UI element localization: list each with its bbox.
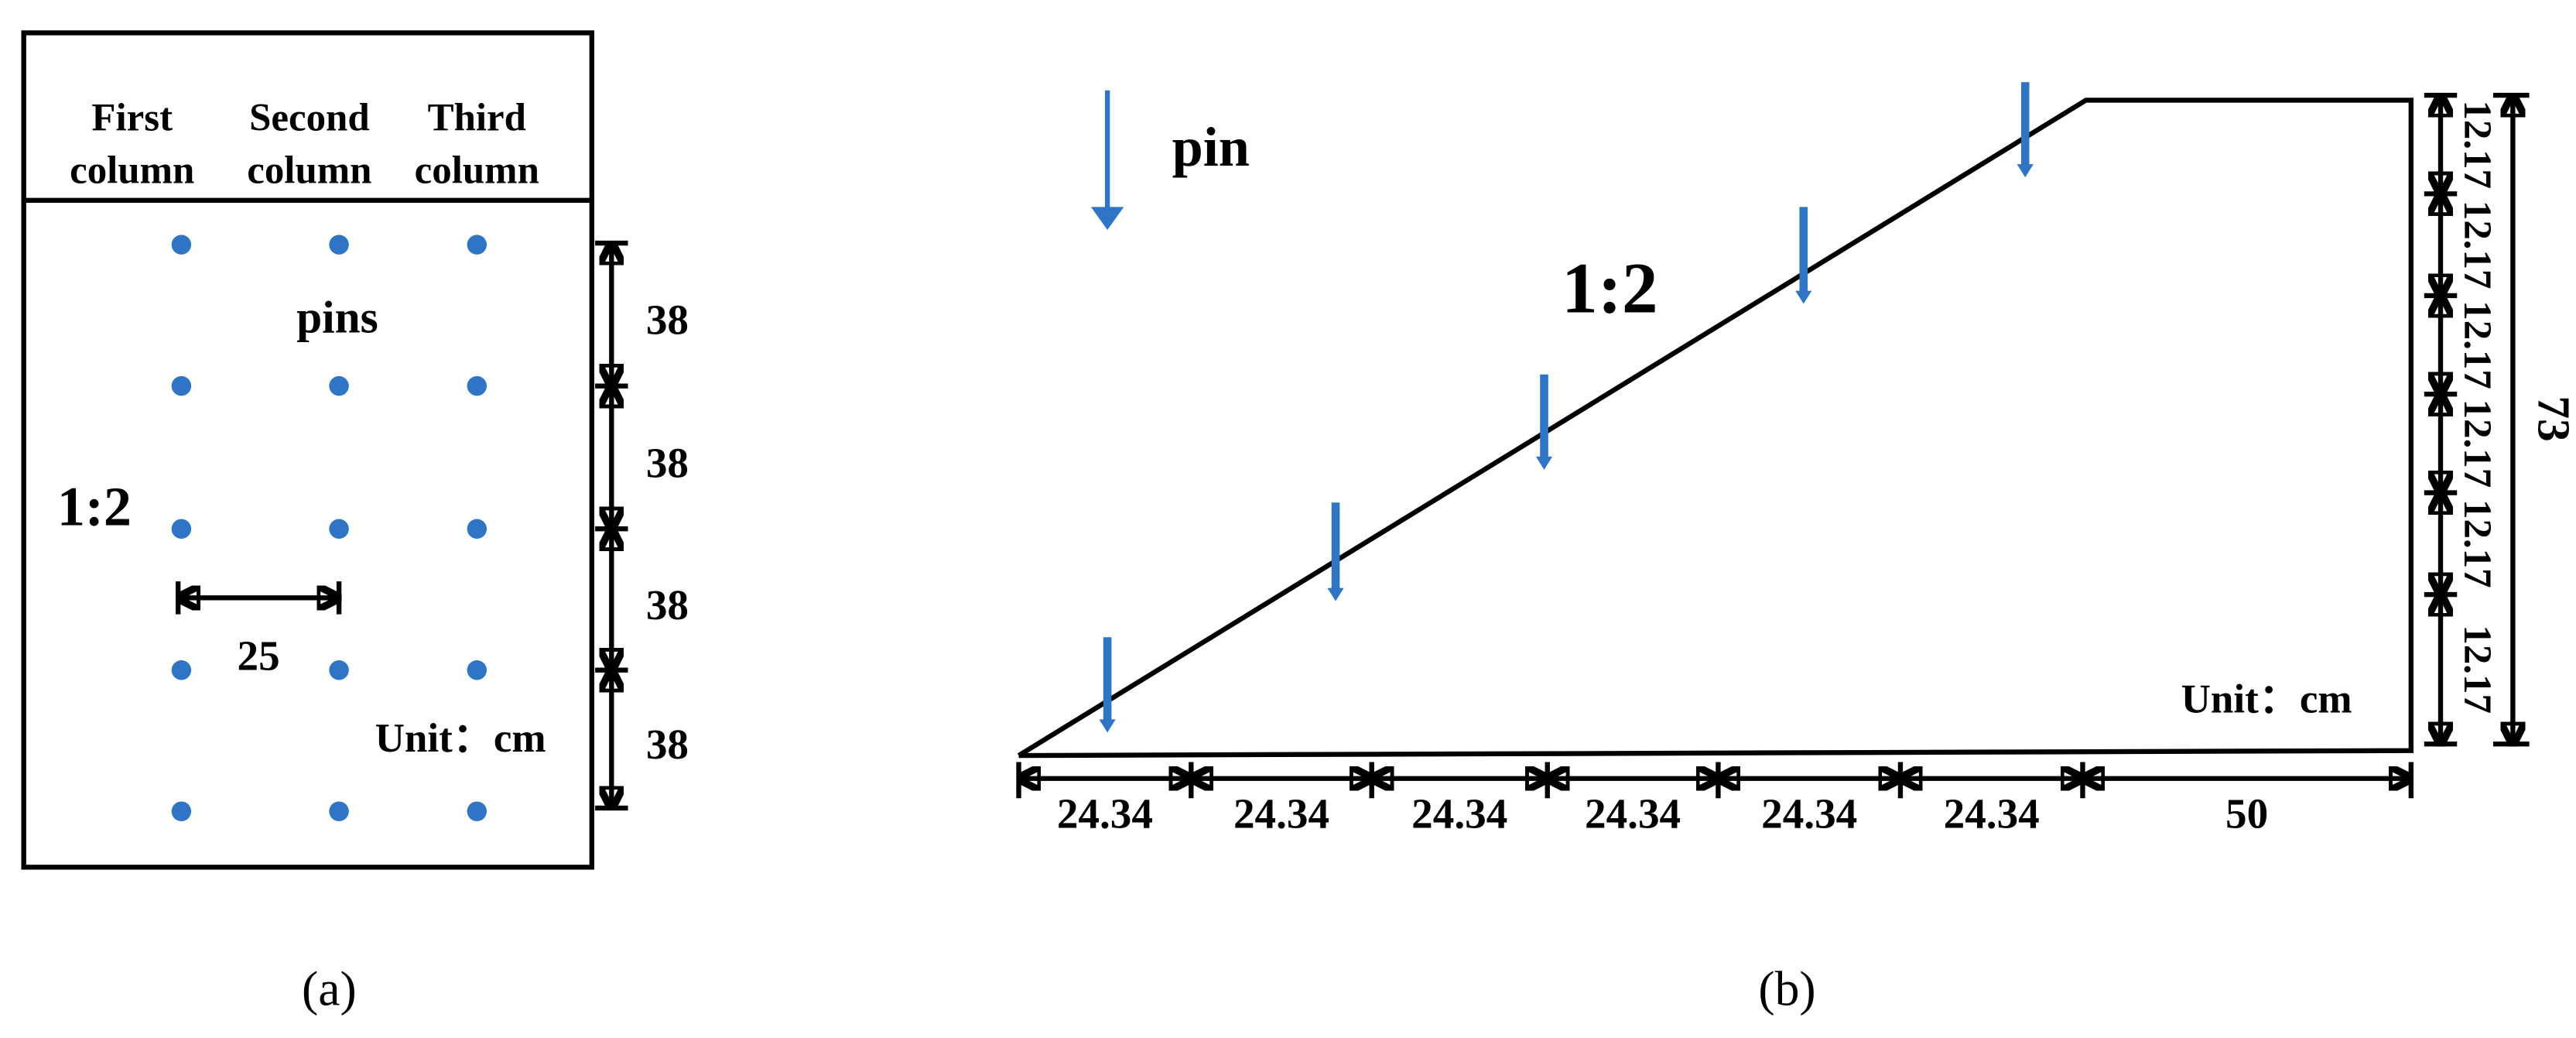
pin-dot xyxy=(171,375,192,396)
panel-a-frame xyxy=(21,30,595,870)
pins-label: pins xyxy=(296,292,378,343)
pin-dot xyxy=(467,235,487,255)
pin-dot xyxy=(467,375,487,396)
pin-dot xyxy=(329,235,349,255)
pin-dot xyxy=(171,519,192,539)
legend-pin-head xyxy=(1090,207,1124,231)
dim-label: 38 xyxy=(646,721,689,768)
dim-label: 12.17 xyxy=(2455,399,2499,488)
dim-label: 24.34 xyxy=(1944,790,2040,837)
pin-head xyxy=(2017,164,2034,178)
pin-dot xyxy=(329,801,349,821)
pin-head xyxy=(1099,719,1116,733)
dim-label: 24.34 xyxy=(1585,790,1681,837)
dim-label: 24.34 xyxy=(1411,790,1507,837)
column-header: column xyxy=(70,149,194,193)
column-header: column xyxy=(415,149,539,193)
slope-outline xyxy=(1017,98,2414,759)
spacing-label: 25 xyxy=(238,632,280,680)
dim-label: 50 xyxy=(2225,790,2268,837)
ratio: 1:2 xyxy=(57,476,132,538)
dim-label: 12.17 xyxy=(2455,300,2499,389)
dim-label: 24.34 xyxy=(1057,790,1153,837)
pin-dot xyxy=(467,801,487,821)
pin-head xyxy=(1535,456,1553,470)
pin-head xyxy=(1795,290,1812,304)
generated: First column Second column Third column 38 38 38… xyxy=(70,82,2576,837)
unit-label: Unit：cm xyxy=(375,716,546,761)
caption: (a) xyxy=(302,961,357,1016)
pin-dot xyxy=(171,801,192,821)
pin-dot xyxy=(329,519,349,539)
pin-head xyxy=(1327,588,1344,601)
legend-label: pin xyxy=(1172,116,1250,178)
dim-label: 73 xyxy=(2528,396,2576,441)
dim-label: 24.34 xyxy=(1761,790,1857,837)
column-header: Second xyxy=(249,97,370,140)
ratio: 1:2 xyxy=(1562,248,1657,328)
dim-label: 12.17 xyxy=(2455,625,2499,714)
pin-dot xyxy=(329,659,349,680)
dim-label: 24.34 xyxy=(1233,790,1329,837)
dim-label: 12.17 xyxy=(2455,499,2499,588)
caption: (b) xyxy=(1758,961,1815,1016)
pin-dot xyxy=(329,375,349,396)
pin-dot xyxy=(171,659,192,680)
pin-dot xyxy=(467,659,487,680)
column-header: Third xyxy=(428,97,526,140)
unit-label: Unit：cm xyxy=(2181,677,2352,721)
pin-dot xyxy=(171,235,192,255)
column-header: First xyxy=(91,97,173,140)
dim-label: 38 xyxy=(646,296,689,344)
dim-label: 38 xyxy=(646,581,689,629)
dim-label: 12.17 xyxy=(2455,100,2499,189)
dim-label: 12.17 xyxy=(2455,200,2499,289)
dim-label: 38 xyxy=(646,439,689,486)
column-header: column xyxy=(247,149,371,193)
pin-dot xyxy=(467,519,487,539)
